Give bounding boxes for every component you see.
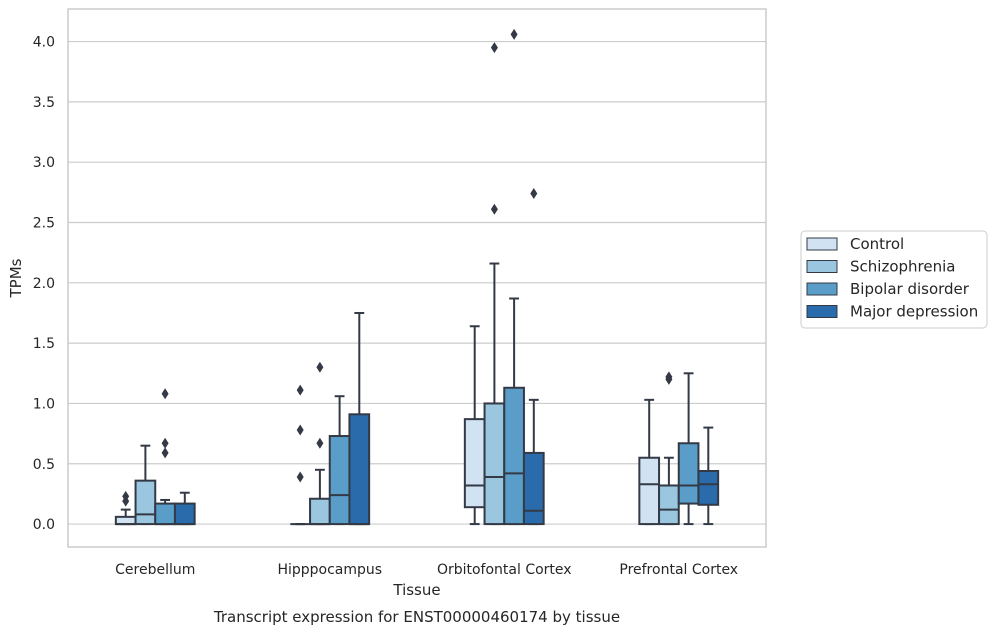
box-group — [173, 491, 196, 526]
y-tick-label: 1.0 — [33, 396, 55, 412]
y-tick-label: 2.5 — [33, 216, 55, 232]
box-group — [290, 384, 311, 526]
legend-items: Control Schizophrenia Bipolar disorder Majo… — [806, 235, 978, 321]
y-tick-label: 1.5 — [33, 336, 55, 352]
box-group — [522, 188, 545, 526]
outlier-point — [490, 42, 498, 54]
legend: Control Schizophrenia Bipolar disorder Majo… — [800, 230, 988, 329]
box-iqr — [114, 515, 137, 526]
legend-swatch — [806, 260, 838, 273]
legend-swatch — [806, 237, 838, 251]
x-tick-label: Orbitofontal Cortex — [437, 562, 572, 578]
box-iqr — [522, 451, 545, 526]
legend-label: Bipolar disorder — [850, 280, 970, 298]
outlier-point — [296, 384, 304, 396]
legend-swatch — [806, 282, 838, 296]
outlier-point — [296, 471, 304, 483]
box-iqr — [328, 435, 351, 526]
box-iqr — [483, 402, 506, 526]
legend-swatch — [806, 305, 838, 318]
outlier-point — [316, 361, 324, 373]
x-tick-label: Cerebellum — [115, 562, 195, 578]
box-group — [463, 325, 486, 526]
box-iqr — [697, 470, 720, 506]
outlier-point — [161, 388, 169, 400]
y-tick-label: 3.0 — [33, 155, 55, 171]
y-tick-label: 4.0 — [33, 35, 55, 51]
legend-label: Schizophrenia — [850, 258, 955, 276]
plot-frame — [67, 8, 767, 548]
box-group — [483, 42, 506, 526]
outlier-point — [316, 437, 324, 449]
y-tick-label: 3.5 — [33, 95, 55, 111]
x-tick-labels: Cerebellum Hipppocampus Orbitofontal Corte… — [115, 562, 738, 578]
box-iqr — [134, 479, 157, 526]
outlier-point — [530, 188, 538, 200]
legend-frame — [800, 230, 988, 329]
y-tick-label: 0.5 — [33, 457, 55, 473]
box-iqr — [173, 502, 196, 526]
box-group — [658, 371, 680, 526]
gridlines — [68, 40, 766, 525]
x-axis-title: Tissue — [392, 581, 440, 599]
box-group — [309, 361, 331, 526]
box-iqr — [463, 418, 486, 509]
outlier-point — [296, 424, 304, 436]
outlier-point — [490, 203, 498, 215]
box-iqr — [638, 456, 661, 526]
x-tick-label: Hipppocampus — [277, 562, 382, 578]
box-iqr — [503, 386, 525, 526]
box-iqr — [154, 502, 176, 526]
box-iqr — [348, 413, 371, 526]
outlier-point — [161, 437, 169, 449]
y-tick-label: 2.0 — [33, 276, 55, 292]
plot-background — [68, 9, 766, 547]
outlier-point — [122, 490, 130, 502]
chart-caption: Transcript expression for ENST0000046017… — [213, 608, 620, 626]
outlier-point — [665, 371, 673, 383]
box-iqr — [309, 497, 331, 526]
y-tick-labels: 0.0 0.5 1.0 1.5 2.0 2.5 3.0 3.5 4.0 — [33, 35, 55, 534]
y-axis-title: TPMs — [7, 258, 25, 298]
outlier-point — [161, 447, 169, 459]
box-iqr — [658, 484, 680, 526]
legend-label: Control — [850, 235, 904, 253]
y-tick-label: 0.0 — [33, 517, 55, 533]
boxes — [114, 28, 720, 526]
outlier-point — [510, 28, 518, 40]
box-iqr — [677, 442, 700, 505]
x-tick-label: Prefrontal Cortex — [619, 562, 738, 578]
box-group — [134, 444, 157, 526]
legend-label: Major depression — [850, 303, 978, 321]
box-group — [697, 426, 720, 526]
box-group — [348, 311, 371, 526]
